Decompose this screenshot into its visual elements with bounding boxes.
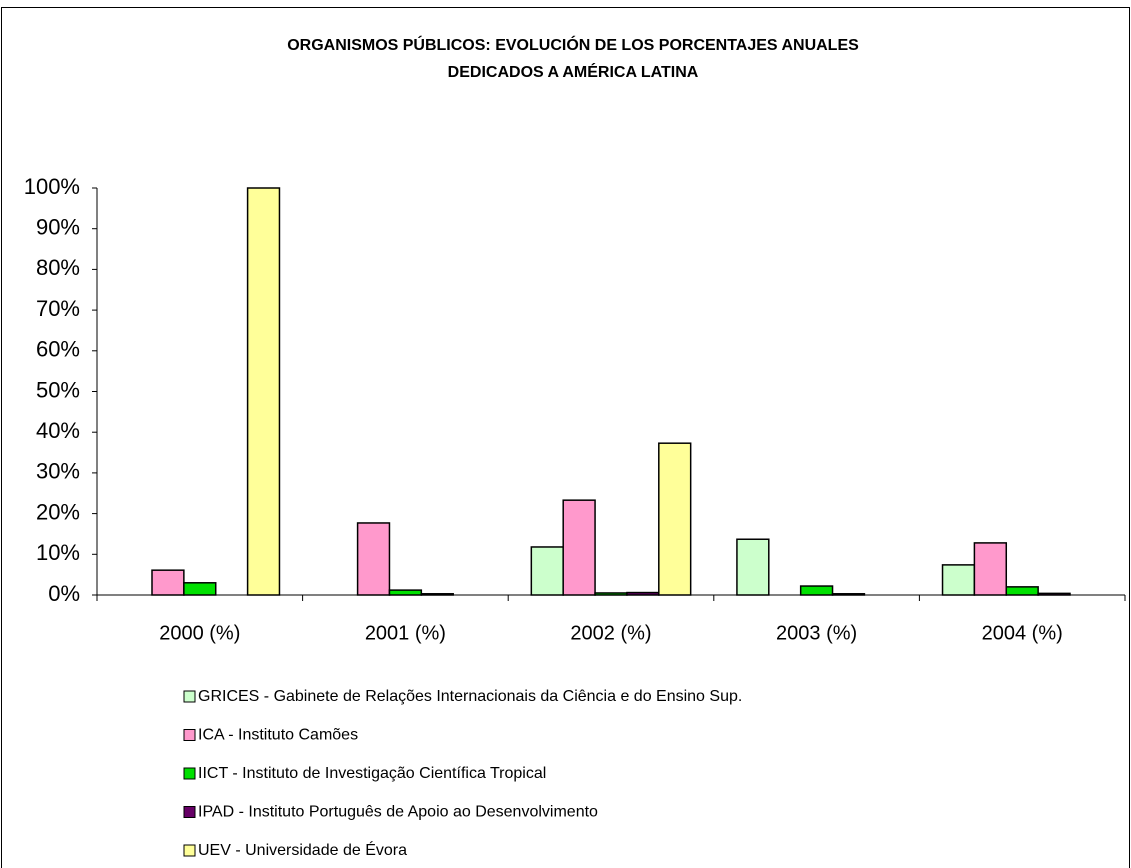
y-tick-label: 60% xyxy=(36,337,80,362)
legend-label: IPAD - Instituto Português de Apoio ao D… xyxy=(198,804,598,821)
chart-title: DEDICADOS A AMÉRICA LATINA xyxy=(448,62,699,81)
x-tick-label: 2001 (%) xyxy=(365,622,446,644)
x-tick-label: 2002 (%) xyxy=(570,622,651,644)
y-tick-label: 20% xyxy=(36,499,80,524)
bar xyxy=(1005,586,1039,596)
y-tick-label: 10% xyxy=(36,540,80,565)
y-tick-label: 0% xyxy=(48,581,80,606)
bar xyxy=(151,569,185,596)
bar xyxy=(530,546,564,596)
legend-label: IICT - Instituto de Investigação Científ… xyxy=(198,765,546,782)
bar xyxy=(246,187,281,596)
y-tick-label: 80% xyxy=(36,255,80,280)
chart-title: ORGANISMOS PÚBLICOS: EVOLUCIÓN DE LOS PO… xyxy=(287,35,859,54)
x-tick-label: 2004 (%) xyxy=(982,622,1063,644)
y-tick-label: 30% xyxy=(36,459,80,484)
chart-frame xyxy=(1,7,1130,868)
bar xyxy=(388,589,423,596)
x-tick-label: 2003 (%) xyxy=(776,622,857,644)
y-tick-label: 40% xyxy=(36,418,80,443)
bar xyxy=(562,499,596,596)
legend-swatch xyxy=(183,729,196,741)
x-tick-label: 2000 (%) xyxy=(159,622,240,644)
legend-label: GRICES - Gabinete de Relações Internacio… xyxy=(198,688,742,705)
bar xyxy=(736,538,770,596)
bar xyxy=(658,442,692,596)
bar xyxy=(799,585,834,596)
bar xyxy=(941,564,976,596)
y-tick-label: 70% xyxy=(36,296,80,321)
legend-swatch xyxy=(183,690,196,703)
bar xyxy=(356,522,391,596)
legend-label: ICA - Instituto Camões xyxy=(198,727,358,744)
legend-label: UEV - Universidade de Évora xyxy=(198,840,407,859)
y-tick-label: 100% xyxy=(24,174,80,199)
bar xyxy=(973,542,1008,596)
legend-swatch xyxy=(183,844,196,857)
legend-swatch xyxy=(183,767,196,780)
legend-swatch xyxy=(183,806,196,818)
y-tick-label: 90% xyxy=(36,215,80,240)
y-tick-label: 50% xyxy=(36,377,80,402)
bar xyxy=(183,582,217,596)
